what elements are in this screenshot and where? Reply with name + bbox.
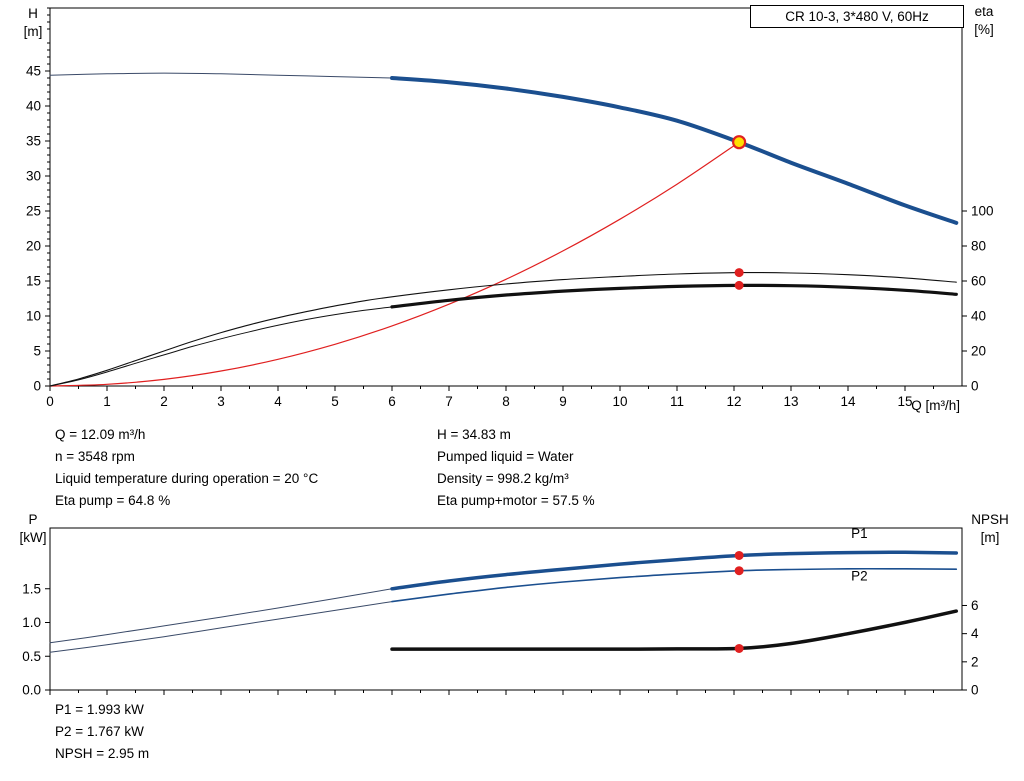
x-tick-label: 8: [502, 394, 510, 409]
p1-point: [734, 550, 744, 560]
x-tick-label: 7: [445, 394, 453, 409]
eta-pump-motor-point: [734, 280, 744, 290]
anno-head: H = 34.83 m: [437, 427, 511, 442]
eta-pump-point: [734, 268, 744, 278]
x-tick-label: 15: [897, 394, 912, 409]
x-tick-label: 2: [160, 394, 168, 409]
power-npsh-annotations: P1 = 1.993 kW P2 = 1.767 kW NPSH = 2.95 …: [55, 699, 149, 765]
anno-p2: P2 = 1.767 kW: [55, 724, 144, 739]
y-axis-label-left: [kW]: [20, 530, 47, 545]
system-curve: [49, 141, 740, 387]
x-tick-label: 10: [612, 394, 627, 409]
anno-npsh: NPSH = 2.95 m: [55, 746, 150, 761]
y-tick-label-left: 20: [26, 239, 41, 254]
y-tick-label-right: 20: [971, 344, 986, 359]
y-tick-label-right: 100: [971, 204, 994, 219]
x-axis-label: Q [m³/h]: [911, 398, 960, 413]
y-axis-label-right: [%]: [974, 22, 994, 37]
x-tick-label: 11: [670, 394, 684, 409]
y-tick-label-right: 60: [971, 274, 986, 289]
x-tick-label: 9: [559, 394, 567, 409]
x-tick-label: 4: [274, 394, 282, 409]
pump-type-title-box: CR 10-3, 3*480 V, 60Hz: [750, 5, 964, 28]
pump-curve-extension: [49, 72, 393, 79]
x-tick-label: 1: [103, 394, 111, 409]
p1-curve-extension: [49, 588, 393, 644]
anno-liquid-temperature: Liquid temperature during operation = 20…: [55, 471, 319, 486]
y-tick-label-left: 1.0: [22, 615, 41, 630]
y-tick-label-left: 0.5: [22, 649, 41, 664]
npsh-point: [734, 643, 744, 653]
y-tick-label-right: 4: [971, 626, 979, 641]
x-tick-label: 13: [783, 394, 798, 409]
p1-curve: [390, 550, 959, 591]
qh-eta-chart: 0 1 2 3 4 5 6 7 8 9 10 11 12 13 14 15051015202530354045…: [24, 4, 994, 413]
npsh-curve: [390, 609, 959, 651]
anno-p1: P1 = 1.993 kW: [55, 702, 144, 717]
y-tick-label-left: 0: [33, 379, 41, 394]
y-tick-label-right: 0: [971, 379, 979, 394]
y-tick-label-left: 45: [26, 64, 41, 79]
y-tick-label-left: 35: [26, 134, 41, 149]
p2-curve-extension: [49, 601, 393, 653]
anno-flow: Q = 12.09 m³/h: [55, 427, 146, 442]
x-tick-label: 12: [726, 394, 741, 409]
y-axis-label-right: eta: [975, 4, 994, 19]
y-tick-label-left: 1.5: [22, 581, 41, 596]
operating-point-marker[interactable]: [732, 135, 747, 150]
y-tick-label-left: 10: [26, 309, 41, 324]
curve-label-p1: P1: [851, 526, 868, 541]
y-axis-label-left: H: [28, 6, 38, 21]
y-tick-label-right: 2: [971, 654, 979, 669]
y-tick-label-left: 0.0: [22, 683, 41, 698]
anno-eta-pump: Eta pump = 64.8 %: [55, 493, 171, 508]
eta-pump-motor-curve-extension: [49, 306, 393, 387]
operating-point-annotations-right: H = 34.83 m Pumped liquid = Water Densit…: [437, 424, 595, 512]
qh-eta-chart-frame: [49, 7, 963, 387]
y-tick-label-right: 40: [971, 309, 986, 324]
y-axis-label-right: [m]: [981, 530, 1000, 545]
power-npsh-chart: 0.0 0.5 1.0 1.5 0 2 4 6 P1 P2 P [kW] NPSH [m]: [20, 512, 1009, 698]
x-tick-label: 0: [46, 394, 54, 409]
pump-curve: [390, 76, 959, 225]
p2-point: [734, 566, 744, 576]
y-axis-label-left: [m]: [24, 24, 43, 39]
y-axis-label-right: NPSH: [971, 512, 1009, 527]
curve-label-p2: P2: [851, 569, 868, 584]
x-tick-label: 3: [217, 394, 225, 409]
y-tick-label-left: 15: [26, 274, 41, 289]
x-tick-label: 14: [840, 394, 856, 409]
anno-pumped-liquid: Pumped liquid = Water: [437, 449, 574, 464]
eta-pump-motor-curve: [390, 283, 958, 309]
operating-point-annotations-left: Q = 12.09 m³/h n = 3548 rpm Liquid tempe…: [55, 424, 318, 512]
x-tick-label: 6: [388, 394, 396, 409]
x-tick-label: 5: [331, 394, 339, 409]
y-tick-label-right: 0: [971, 683, 979, 698]
y-tick-label-left: 5: [33, 344, 41, 359]
p2-curve: [391, 567, 958, 603]
y-tick-label-right: 80: [971, 239, 986, 254]
y-axis-label-left: P: [28, 512, 37, 527]
y-tick-label-left: 40: [26, 99, 41, 114]
anno-density: Density = 998.2 kg/m³: [437, 471, 569, 486]
y-tick-label-right: 6: [971, 598, 979, 613]
anno-eta-pump-motor: Eta pump+motor = 57.5 %: [437, 493, 595, 508]
eta-pump-curve: [49, 271, 957, 387]
y-tick-label-left: 30: [26, 169, 41, 184]
y-tick-label-left: 25: [26, 204, 41, 219]
anno-speed: n = 3548 rpm: [55, 449, 135, 464]
